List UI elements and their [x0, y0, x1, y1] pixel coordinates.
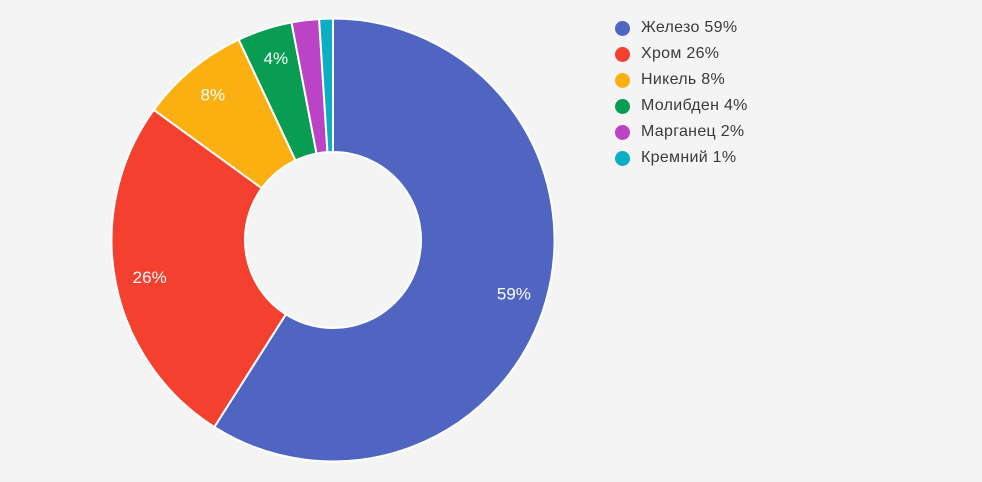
svg-text:26%: 26% — [133, 268, 167, 287]
svg-text:4%: 4% — [264, 49, 289, 68]
svg-text:59%: 59% — [497, 285, 531, 304]
svg-text:8%: 8% — [201, 86, 226, 105]
